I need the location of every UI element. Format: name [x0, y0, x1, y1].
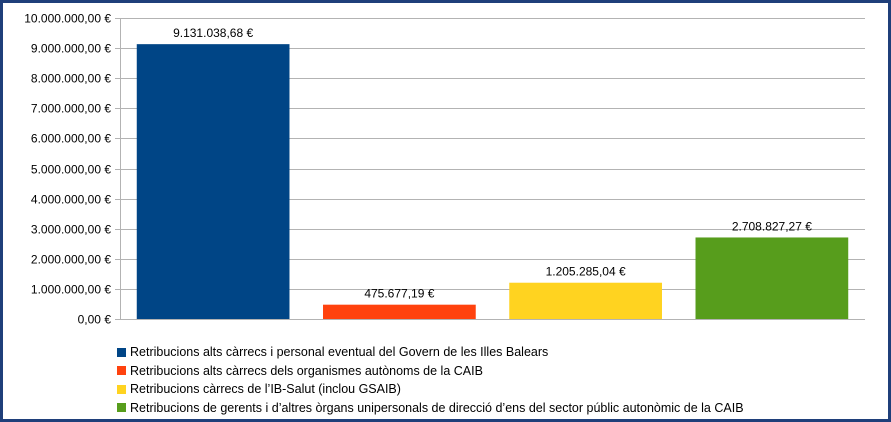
bar [509, 282, 662, 319]
legend-swatch [117, 384, 126, 394]
y-tick-label: 2.000.000,00 € [31, 253, 111, 267]
legend-label: Retribucions càrrecs de l’IB-Salut (incl… [130, 382, 401, 396]
legend-label: Retribucions de gerents i d’altres òrgan… [130, 400, 744, 415]
y-tick-label: 3.000.000,00 € [31, 223, 111, 237]
bar-data-label: 9.131.038,68 € [173, 26, 253, 40]
y-tick-label: 9.000.000,00 € [31, 42, 111, 56]
legend-item: Retribucions de gerents i d’altres òrgan… [117, 399, 744, 418]
legend-swatch [117, 347, 126, 357]
y-tick-label: 0,00 € [78, 313, 112, 327]
y-tick-label: 6.000.000,00 € [31, 132, 111, 146]
legend-item: Retribucions alts càrrecs dels organisme… [117, 362, 744, 381]
legend-swatch [117, 366, 126, 376]
y-tick-label: 5.000.000,00 € [31, 163, 111, 177]
legend-swatch [117, 403, 126, 413]
bar [323, 304, 476, 319]
bar [136, 44, 290, 320]
legend-item: Retribucions alts càrrecs i personal eve… [117, 343, 744, 362]
legend-label: Retribucions alts càrrecs dels organisme… [130, 363, 483, 378]
bar-data-label: 2.708.827,27 € [732, 219, 812, 233]
chart-legend: Retribucions alts càrrecs i personal eve… [117, 343, 744, 417]
bar-data-label: 475.677,19 € [364, 287, 434, 301]
y-tick-label: 10.000.000,00 € [24, 12, 111, 26]
y-tick-label: 4.000.000,00 € [31, 193, 111, 207]
legend-label: Retribucions alts càrrecs i personal eve… [130, 345, 549, 359]
bar-data-label: 1.205.285,04 € [546, 265, 626, 279]
y-tick-label: 7.000.000,00 € [31, 102, 111, 116]
legend-item: Retribucions càrrecs de l’IB-Salut (incl… [117, 380, 744, 399]
y-tick-label: 1.000.000,00 € [31, 283, 111, 297]
y-tick-label: 8.000.000,00 € [31, 72, 111, 86]
bar-chart: 0,00 € 1.000.000,00 € 2.000.000,00 € 3.000.… [24, 12, 865, 327]
bar [695, 237, 849, 319]
